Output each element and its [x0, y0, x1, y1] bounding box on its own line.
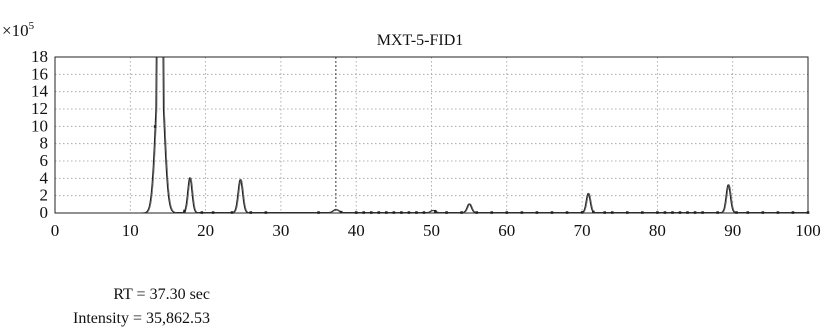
x-tick-label: 0 — [51, 221, 60, 240]
y-tick-label: 0 — [40, 203, 49, 222]
y-axis-multiplier-base: ×10 — [2, 21, 29, 40]
x-tick-label: 40 — [348, 221, 365, 240]
baseline-marker — [153, 125, 157, 128]
plot-frame — [54, 56, 809, 214]
y-tick-label: 14 — [31, 82, 49, 101]
baseline-marker — [433, 209, 437, 213]
x-tick-labels: 0 10 20 30 40 50 60 70 80 90 100 — [51, 221, 821, 240]
y-tick-label: 18 — [31, 47, 48, 66]
x-tick-label: 70 — [574, 221, 591, 240]
x-tick-label: 10 — [122, 221, 139, 240]
y-axis-multiplier-exp: 5 — [29, 20, 35, 32]
y-tick-label: 10 — [31, 116, 48, 135]
baseline-marker — [183, 209, 186, 213]
x-tick-label: 50 — [423, 221, 440, 240]
x-tick-label: 90 — [724, 221, 741, 240]
baseline-marker — [339, 210, 343, 214]
chart-title: MXT-5-FID1 — [377, 32, 464, 49]
y-axis-multiplier: ×105 — [2, 20, 35, 40]
x-tick-label: 60 — [498, 221, 515, 240]
y-tick-label: 8 — [40, 134, 49, 153]
x-tick-label: 80 — [649, 221, 666, 240]
grid-lines — [55, 57, 808, 213]
x-tick-label: 20 — [197, 221, 214, 240]
baseline-marker — [580, 211, 584, 214]
y-tick-label: 16 — [31, 64, 48, 83]
intensity-readout: Intensity = 35,862.53 — [72, 310, 210, 327]
x-tick-label: 100 — [795, 221, 821, 240]
y-tick-label: 4 — [40, 168, 49, 187]
y-tick-label: 12 — [31, 99, 48, 118]
baseline-marker — [592, 210, 595, 214]
y-tick-label: 6 — [40, 151, 49, 170]
chromatogram-trace-group — [55, 56, 810, 214]
chromatogram-trace-overlay — [56, 56, 809, 214]
y-tick-label: 2 — [40, 186, 49, 205]
retention-time-readout: RT = 37.30 sec — [113, 286, 210, 303]
x-tick-label: 30 — [272, 221, 289, 240]
